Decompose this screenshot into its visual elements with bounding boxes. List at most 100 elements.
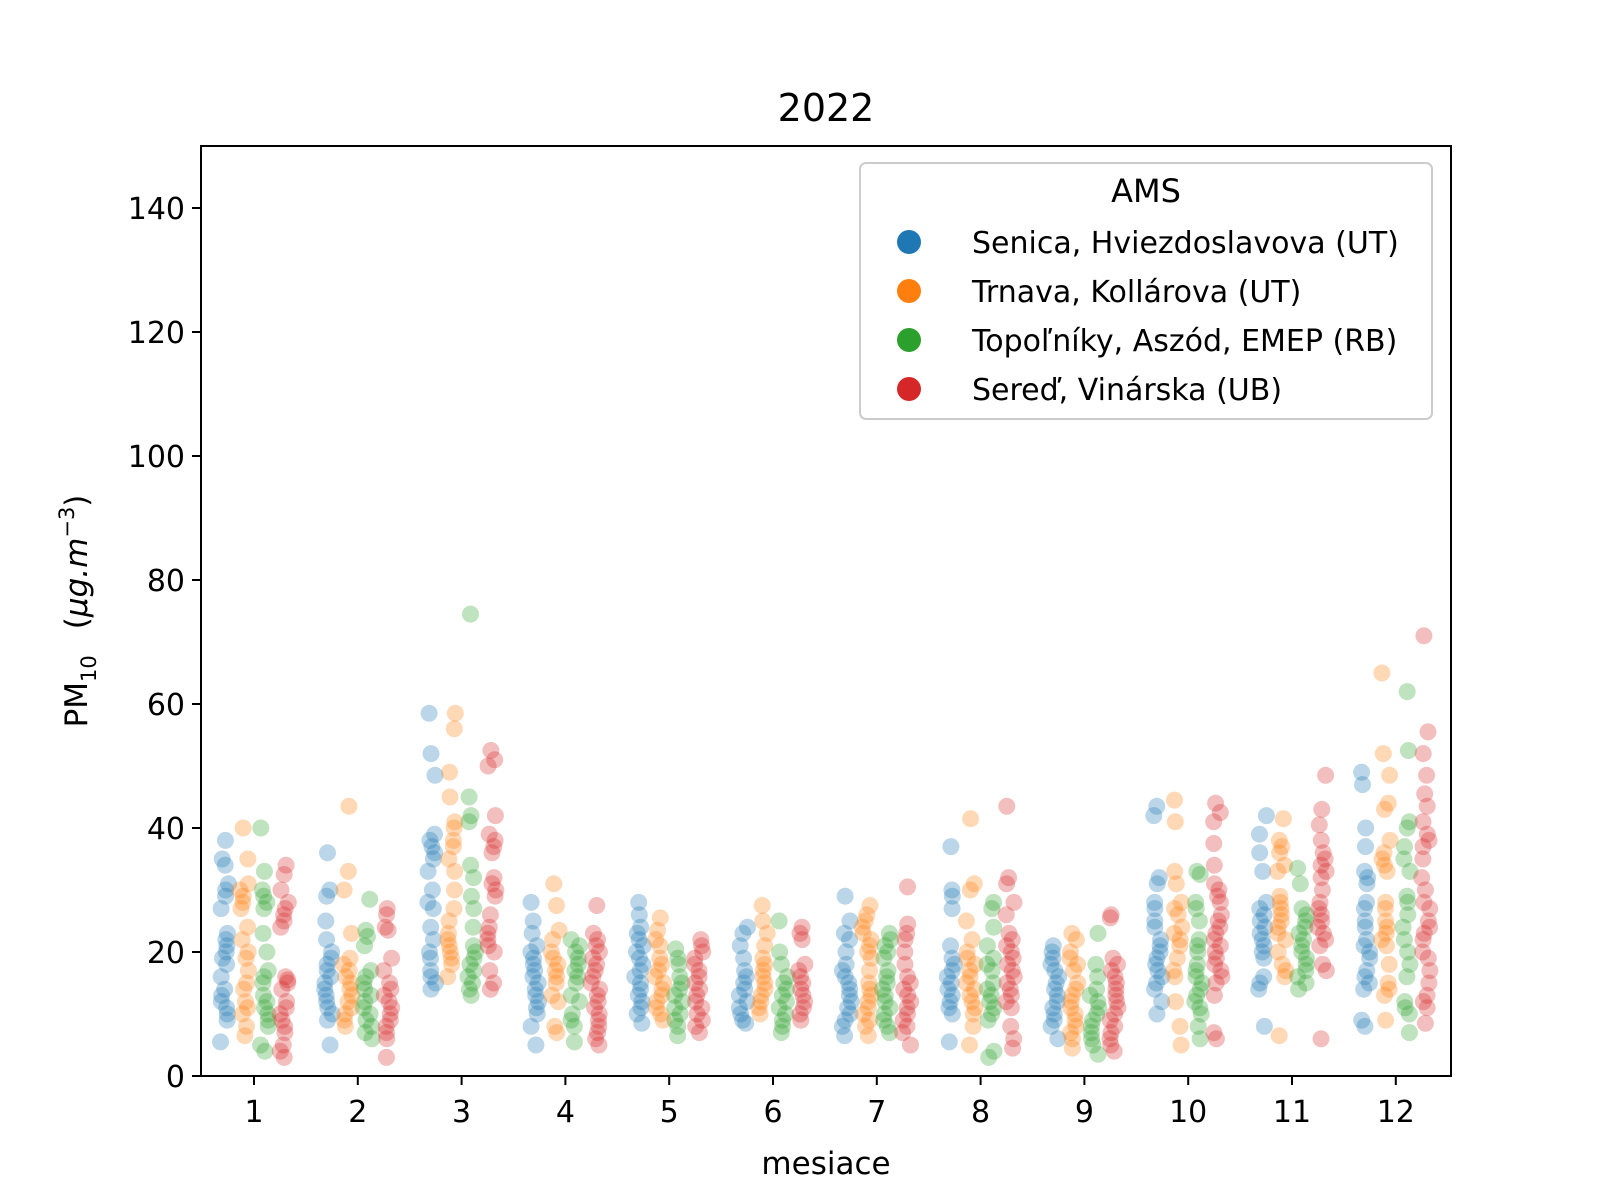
data-point <box>586 962 604 980</box>
data-point <box>942 838 960 856</box>
data-point <box>562 1011 580 1029</box>
data-point <box>479 924 497 942</box>
data-point <box>1044 937 1062 955</box>
y-axis-label: PM10 (μg.m−3) <box>55 495 101 728</box>
data-point <box>444 831 462 849</box>
data-point <box>633 1014 651 1032</box>
data-point <box>377 1017 395 1035</box>
data-point <box>1373 850 1391 868</box>
data-point <box>1102 1036 1120 1054</box>
data-point <box>1187 893 1205 911</box>
data-point <box>1042 1017 1060 1035</box>
data-point <box>1209 887 1227 905</box>
data-point <box>1105 1042 1123 1060</box>
data-point <box>1043 943 1061 961</box>
data-point <box>1374 745 1392 763</box>
data-point <box>255 862 273 880</box>
data-point <box>1377 912 1395 930</box>
data-point <box>793 918 811 936</box>
data-point <box>1295 931 1312 949</box>
data-point <box>1191 980 1209 998</box>
data-point <box>522 943 540 961</box>
data-point <box>666 1011 684 1029</box>
data-point <box>439 931 457 949</box>
data-point <box>1191 1030 1209 1048</box>
data-point <box>1414 943 1432 961</box>
data-point <box>1145 807 1163 825</box>
data-point <box>459 968 477 986</box>
x-tick-label: 5 <box>660 1095 679 1130</box>
data-point <box>1189 1017 1207 1035</box>
data-point <box>756 974 774 992</box>
data-point <box>217 943 235 961</box>
data-point <box>1257 893 1275 911</box>
data-point <box>651 949 669 967</box>
data-point <box>546 962 564 980</box>
data-point <box>590 1017 608 1035</box>
data-point <box>356 980 374 998</box>
data-point <box>441 763 458 781</box>
data-point <box>1069 955 1086 973</box>
data-point <box>772 1024 790 1042</box>
data-point <box>840 974 858 992</box>
data-point <box>1102 906 1120 924</box>
data-point <box>1255 937 1273 955</box>
data-point <box>524 968 542 986</box>
data-point <box>426 766 444 784</box>
data-point <box>859 1027 877 1045</box>
data-point <box>1206 943 1224 961</box>
data-point <box>1047 974 1065 992</box>
data-point <box>754 962 772 980</box>
data-point <box>216 831 234 849</box>
data-point <box>355 974 373 992</box>
data-point <box>1399 906 1417 924</box>
data-point <box>1005 968 1023 986</box>
data-point <box>316 974 334 992</box>
data-point <box>630 931 648 949</box>
y-axis-label-unit-open: ( <box>59 617 95 629</box>
data-point <box>686 974 704 992</box>
data-point <box>218 955 236 973</box>
data-point <box>632 974 649 992</box>
data-point <box>1083 1030 1101 1048</box>
data-point <box>981 993 999 1011</box>
data-point <box>1207 949 1225 967</box>
data-point <box>1315 924 1332 942</box>
data-point <box>737 1014 755 1032</box>
data-point <box>1044 999 1062 1017</box>
data-point <box>217 887 235 905</box>
data-point <box>422 968 440 986</box>
data-point <box>422 962 440 980</box>
data-point <box>424 931 442 949</box>
data-point <box>522 893 540 911</box>
data-point <box>942 937 959 955</box>
y-tick-label: 40 <box>147 812 185 847</box>
data-point <box>651 909 669 927</box>
data-point <box>1066 1011 1084 1029</box>
data-point <box>1106 1005 1124 1023</box>
data-point <box>237 949 255 967</box>
data-point <box>687 993 705 1011</box>
data-point <box>1107 974 1125 992</box>
data-point <box>1314 844 1332 862</box>
data-point <box>1213 968 1231 986</box>
data-point <box>1297 906 1315 924</box>
data-point <box>1317 766 1335 784</box>
data-point <box>586 999 604 1017</box>
data-point <box>1048 986 1066 1004</box>
data-point <box>1361 949 1379 967</box>
data-point <box>730 986 748 1004</box>
data-point <box>1273 955 1291 973</box>
data-point <box>647 931 665 949</box>
legend-title: AMS <box>1111 172 1181 210</box>
data-point <box>1067 931 1085 949</box>
data-point <box>895 980 913 998</box>
data-point <box>1168 949 1186 967</box>
data-point <box>569 955 587 973</box>
data-point <box>1147 955 1165 973</box>
x-tick-label: 6 <box>763 1095 782 1130</box>
data-point <box>1166 813 1184 831</box>
data-point <box>259 962 277 980</box>
data-point <box>1082 1017 1100 1035</box>
data-point <box>1353 763 1371 781</box>
